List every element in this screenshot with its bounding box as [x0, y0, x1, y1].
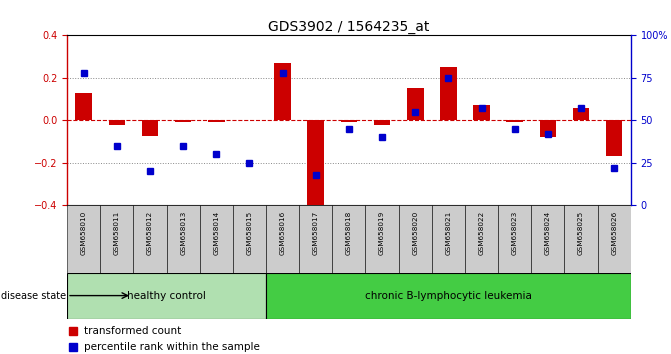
Text: GSM658020: GSM658020	[412, 211, 418, 255]
Text: GSM658024: GSM658024	[545, 211, 551, 255]
Bar	[332, 205, 366, 273]
Text: chronic B-lymphocytic leukemia: chronic B-lymphocytic leukemia	[365, 291, 532, 301]
Text: GSM658014: GSM658014	[213, 211, 219, 255]
Bar	[142, 120, 158, 136]
Text: GSM658013: GSM658013	[180, 211, 186, 255]
Text: GSM658019: GSM658019	[379, 211, 385, 255]
Bar	[134, 205, 166, 273]
Bar	[465, 205, 498, 273]
Text: GSM658025: GSM658025	[578, 211, 584, 255]
Title: GDS3902 / 1564235_at: GDS3902 / 1564235_at	[268, 21, 429, 34]
Bar	[440, 67, 457, 120]
Bar	[507, 120, 523, 122]
Bar	[407, 88, 423, 120]
Bar	[175, 120, 191, 122]
Text: GSM658023: GSM658023	[512, 211, 518, 255]
Text: GSM658012: GSM658012	[147, 211, 153, 255]
Bar	[374, 120, 391, 125]
Bar	[75, 93, 92, 120]
Bar	[307, 120, 324, 205]
Text: GSM658026: GSM658026	[611, 211, 617, 255]
Bar	[573, 108, 589, 120]
Bar	[564, 205, 598, 273]
Text: GSM658017: GSM658017	[313, 211, 319, 255]
Bar	[233, 205, 266, 273]
Text: transformed count: transformed count	[84, 326, 181, 336]
Bar	[539, 120, 556, 137]
Text: GSM658018: GSM658018	[346, 211, 352, 255]
Text: GSM658010: GSM658010	[81, 211, 87, 255]
Bar	[200, 205, 233, 273]
Text: GSM658011: GSM658011	[114, 211, 120, 255]
Text: GSM658021: GSM658021	[446, 211, 452, 255]
Bar	[266, 205, 299, 273]
Bar	[606, 120, 623, 156]
Bar	[598, 205, 631, 273]
Bar	[109, 120, 125, 125]
Text: disease state: disease state	[1, 291, 66, 301]
Bar	[274, 63, 291, 120]
Bar	[498, 205, 531, 273]
Text: GSM658015: GSM658015	[246, 211, 252, 255]
Bar	[100, 205, 134, 273]
Bar	[473, 105, 490, 120]
Bar	[166, 205, 200, 273]
Text: GSM658022: GSM658022	[478, 211, 484, 255]
Bar	[341, 120, 357, 122]
Bar	[67, 205, 100, 273]
Text: percentile rank within the sample: percentile rank within the sample	[84, 342, 260, 352]
Text: healthy control: healthy control	[127, 291, 206, 301]
Bar	[432, 205, 465, 273]
Bar	[366, 205, 399, 273]
Bar	[531, 205, 564, 273]
Bar	[208, 120, 225, 122]
Bar	[67, 273, 266, 319]
Bar	[299, 205, 332, 273]
Bar	[266, 273, 631, 319]
Text: GSM658016: GSM658016	[280, 211, 286, 255]
Bar	[399, 205, 432, 273]
